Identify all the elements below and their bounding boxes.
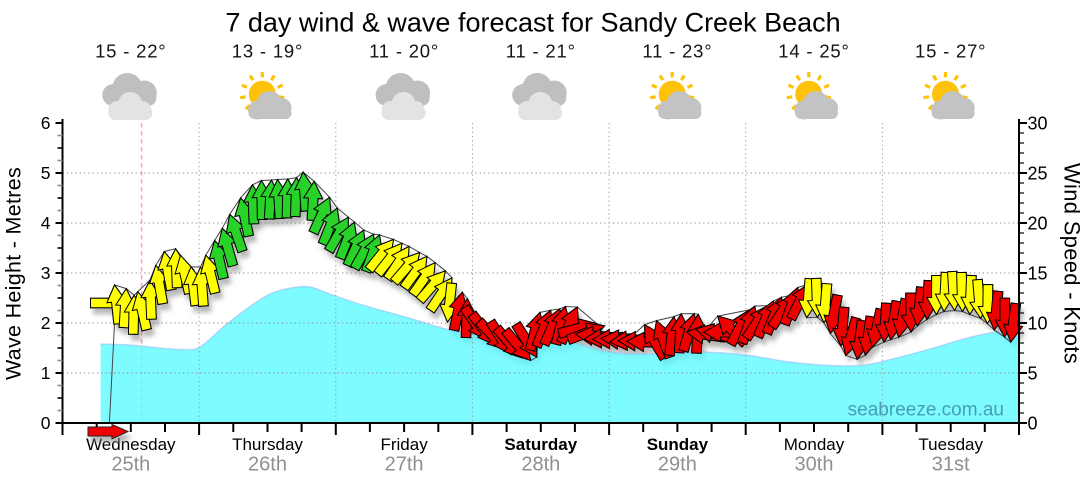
- svg-text:10: 10: [1028, 314, 1048, 334]
- svg-text:7 day wind & wave forecast for: 7 day wind & wave forecast for Sandy Cre…: [225, 8, 840, 38]
- svg-text:5: 5: [1028, 364, 1038, 384]
- svg-text:Friday: Friday: [380, 435, 428, 454]
- svg-text:6: 6: [41, 113, 51, 133]
- svg-text:15 - 27°: 15 - 27°: [915, 41, 986, 62]
- svg-text:0: 0: [1028, 414, 1038, 434]
- svg-text:25: 25: [1028, 164, 1048, 184]
- svg-text:0: 0: [41, 413, 51, 433]
- svg-text:Wednesday: Wednesday: [86, 435, 176, 454]
- svg-text:15 - 22°: 15 - 22°: [95, 41, 166, 62]
- svg-text:Saturday: Saturday: [504, 435, 577, 454]
- svg-text:Thursday: Thursday: [232, 435, 303, 454]
- svg-text:27th: 27th: [385, 454, 424, 476]
- svg-text:11 - 23°: 11 - 23°: [642, 41, 712, 62]
- svg-text:Tuesday: Tuesday: [918, 435, 983, 454]
- svg-text:2: 2: [41, 313, 51, 333]
- svg-text:30th: 30th: [795, 454, 834, 476]
- svg-text:5: 5: [41, 163, 51, 183]
- svg-text:29th: 29th: [658, 454, 697, 476]
- svg-text:3: 3: [41, 263, 51, 283]
- svg-text:4: 4: [41, 213, 51, 233]
- svg-text:11 - 20°: 11 - 20°: [369, 41, 439, 62]
- svg-text:20: 20: [1028, 214, 1048, 234]
- svg-text:Sunday: Sunday: [647, 435, 709, 454]
- svg-text:Wave Height - Metres: Wave Height - Metres: [2, 167, 26, 380]
- svg-text:11 - 21°: 11 - 21°: [506, 41, 576, 62]
- svg-text:Monday: Monday: [784, 435, 845, 454]
- svg-text:seabreeze.com.au: seabreeze.com.au: [848, 400, 1004, 421]
- svg-text:15: 15: [1028, 264, 1048, 284]
- svg-text:13 - 19°: 13 - 19°: [232, 41, 303, 62]
- svg-text:26th: 26th: [248, 454, 287, 476]
- svg-text:30: 30: [1028, 114, 1048, 134]
- svg-text:Wind Speed - Knots: Wind Speed - Knots: [1060, 163, 1080, 364]
- svg-text:25th: 25th: [111, 454, 150, 476]
- svg-text:28th: 28th: [521, 454, 560, 476]
- svg-text:14 - 25°: 14 - 25°: [778, 41, 849, 62]
- svg-text:1: 1: [41, 363, 51, 383]
- svg-text:31st: 31st: [932, 454, 970, 476]
